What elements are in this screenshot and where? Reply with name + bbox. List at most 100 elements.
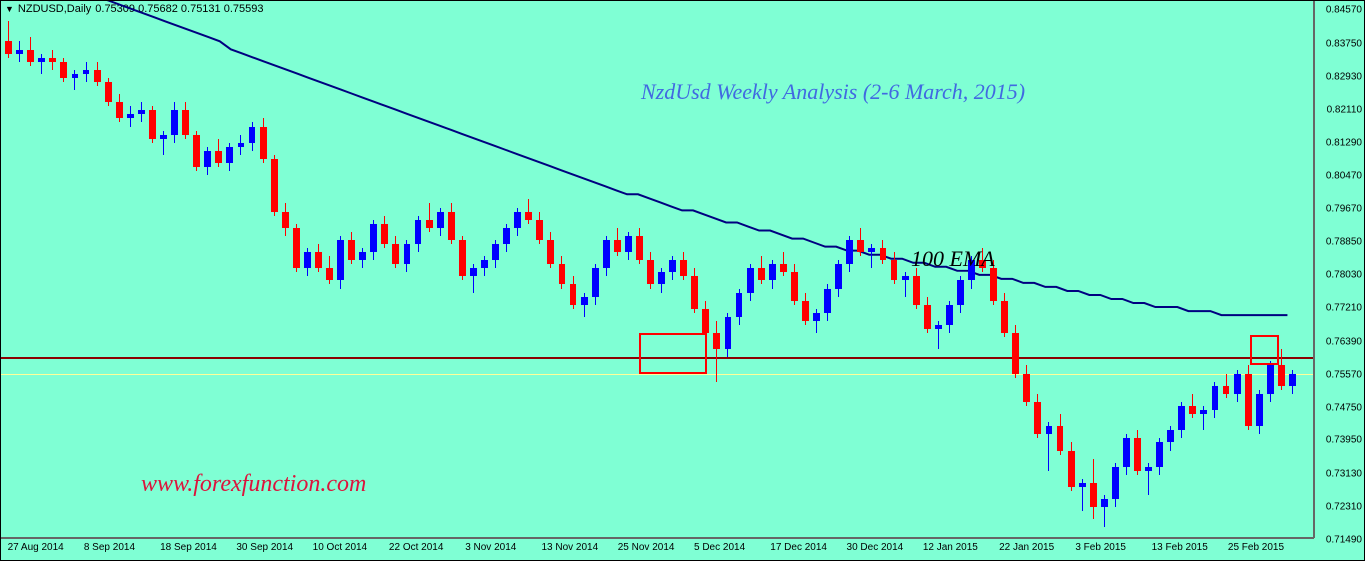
- candle-body: [592, 268, 599, 296]
- candle-body: [448, 212, 455, 240]
- candle-body: [1046, 426, 1053, 434]
- candle-body: [503, 228, 510, 244]
- y-tick: 0.82110: [1327, 104, 1362, 115]
- candle-body: [769, 264, 776, 280]
- candle-body: [1234, 374, 1241, 394]
- chart-title-annotation: NzdUsd Weekly Analysis (2-6 March, 2015): [641, 79, 1025, 105]
- candle-body: [846, 240, 853, 264]
- candle-body: [1123, 438, 1130, 466]
- candle-body: [702, 309, 709, 333]
- candle-body: [282, 212, 289, 228]
- candle-body: [415, 220, 422, 244]
- candle-body: [1112, 467, 1119, 499]
- x-tick: 25 Feb 2015: [1228, 542, 1284, 553]
- candle-body: [5, 41, 12, 53]
- candle-body: [215, 151, 222, 163]
- candle-body: [226, 147, 233, 163]
- y-tick: 0.75570: [1326, 369, 1362, 380]
- candle-body: [359, 252, 366, 260]
- x-tick: 10 Oct 2014: [313, 542, 367, 553]
- candle-body: [1156, 442, 1163, 466]
- y-axis: 0.845700.837500.829300.821100.812900.804…: [1314, 1, 1364, 538]
- candle-body: [559, 264, 566, 284]
- candle-body: [669, 260, 676, 272]
- x-tick: 30 Dec 2014: [847, 542, 904, 553]
- candle-body: [193, 135, 200, 167]
- candle-body: [691, 276, 698, 308]
- candle-body: [725, 317, 732, 349]
- candle-body: [160, 135, 167, 139]
- candle-body: [680, 260, 687, 276]
- y-tick: 0.76390: [1326, 336, 1362, 347]
- candle-body: [1178, 406, 1185, 430]
- x-axis: 27 Aug 20148 Sep 201418 Sep 201430 Sep 2…: [1, 538, 1314, 560]
- candle-body: [924, 305, 931, 329]
- candle-body: [1090, 483, 1097, 507]
- x-tick: 27 Aug 2014: [8, 542, 64, 553]
- y-tick: 0.73130: [1326, 468, 1362, 479]
- candle-body: [1145, 467, 1152, 471]
- candle-body: [337, 240, 344, 280]
- candle-body: [1200, 410, 1207, 414]
- y-tick: 0.73950: [1326, 435, 1362, 446]
- y-tick: 0.78850: [1326, 236, 1362, 247]
- candle-body: [1068, 451, 1075, 487]
- candle-body: [437, 212, 444, 228]
- candle-body: [492, 244, 499, 260]
- candle-body: [149, 110, 156, 138]
- candle-body: [171, 110, 178, 134]
- candle-body: [713, 333, 720, 349]
- candle-body: [1012, 333, 1019, 373]
- candle-body: [1134, 438, 1141, 470]
- candle-body: [315, 252, 322, 268]
- plot-area[interactable]: 0.760180.75593NzdUsd Weekly Analysis (2-…: [1, 1, 1314, 538]
- candle-body: [348, 240, 355, 260]
- x-tick: 3 Nov 2014: [465, 542, 516, 553]
- highlight-box-1: [639, 333, 707, 373]
- candle-body: [824, 289, 831, 313]
- candle-wick: [716, 321, 717, 382]
- y-tick: 0.78030: [1326, 270, 1362, 281]
- candle-body: [758, 268, 765, 280]
- x-tick: 8 Sep 2014: [84, 542, 135, 553]
- y-tick: 0.72310: [1326, 501, 1362, 512]
- candle-body: [83, 70, 90, 74]
- candle-body: [902, 276, 909, 280]
- candle-body: [1278, 365, 1285, 385]
- candle-body: [736, 293, 743, 317]
- y-tick: 0.82930: [1326, 71, 1362, 82]
- candle-body: [1212, 386, 1219, 410]
- ema-label: 100 EMA: [911, 246, 995, 272]
- candle-body: [514, 212, 521, 228]
- candle-body: [381, 224, 388, 244]
- candle-body: [946, 305, 953, 325]
- candle-body: [813, 313, 820, 321]
- candle-body: [16, 50, 23, 54]
- candle-body: [138, 110, 145, 114]
- watermark: www.forexfunction.com: [141, 471, 366, 498]
- candle-body: [204, 151, 211, 167]
- candle-body: [1023, 374, 1030, 402]
- x-tick: 25 Nov 2014: [618, 542, 675, 553]
- candle-body: [94, 70, 101, 82]
- x-tick: 13 Nov 2014: [541, 542, 598, 553]
- candle-body: [614, 240, 621, 252]
- candle-body: [1223, 386, 1230, 394]
- current-price-line: [1, 374, 1313, 375]
- candle-body: [404, 244, 411, 264]
- candle-body: [913, 276, 920, 304]
- candle-body: [525, 212, 532, 220]
- candle-body: [304, 252, 311, 268]
- candle-body: [1057, 426, 1064, 450]
- candle-body: [857, 240, 864, 252]
- candle-body: [459, 240, 466, 276]
- candle-body: [868, 248, 875, 252]
- candle-body: [49, 58, 56, 62]
- chart-container: ▼ NZDUSD,Daily 0.75309 0.75682 0.75131 0…: [0, 0, 1365, 561]
- y-tick: 0.79670: [1326, 203, 1362, 214]
- candle-body: [802, 301, 809, 321]
- candle-body: [481, 260, 488, 268]
- candle-body: [780, 264, 787, 272]
- y-tick: 0.83750: [1326, 38, 1362, 49]
- candle-body: [1001, 301, 1008, 333]
